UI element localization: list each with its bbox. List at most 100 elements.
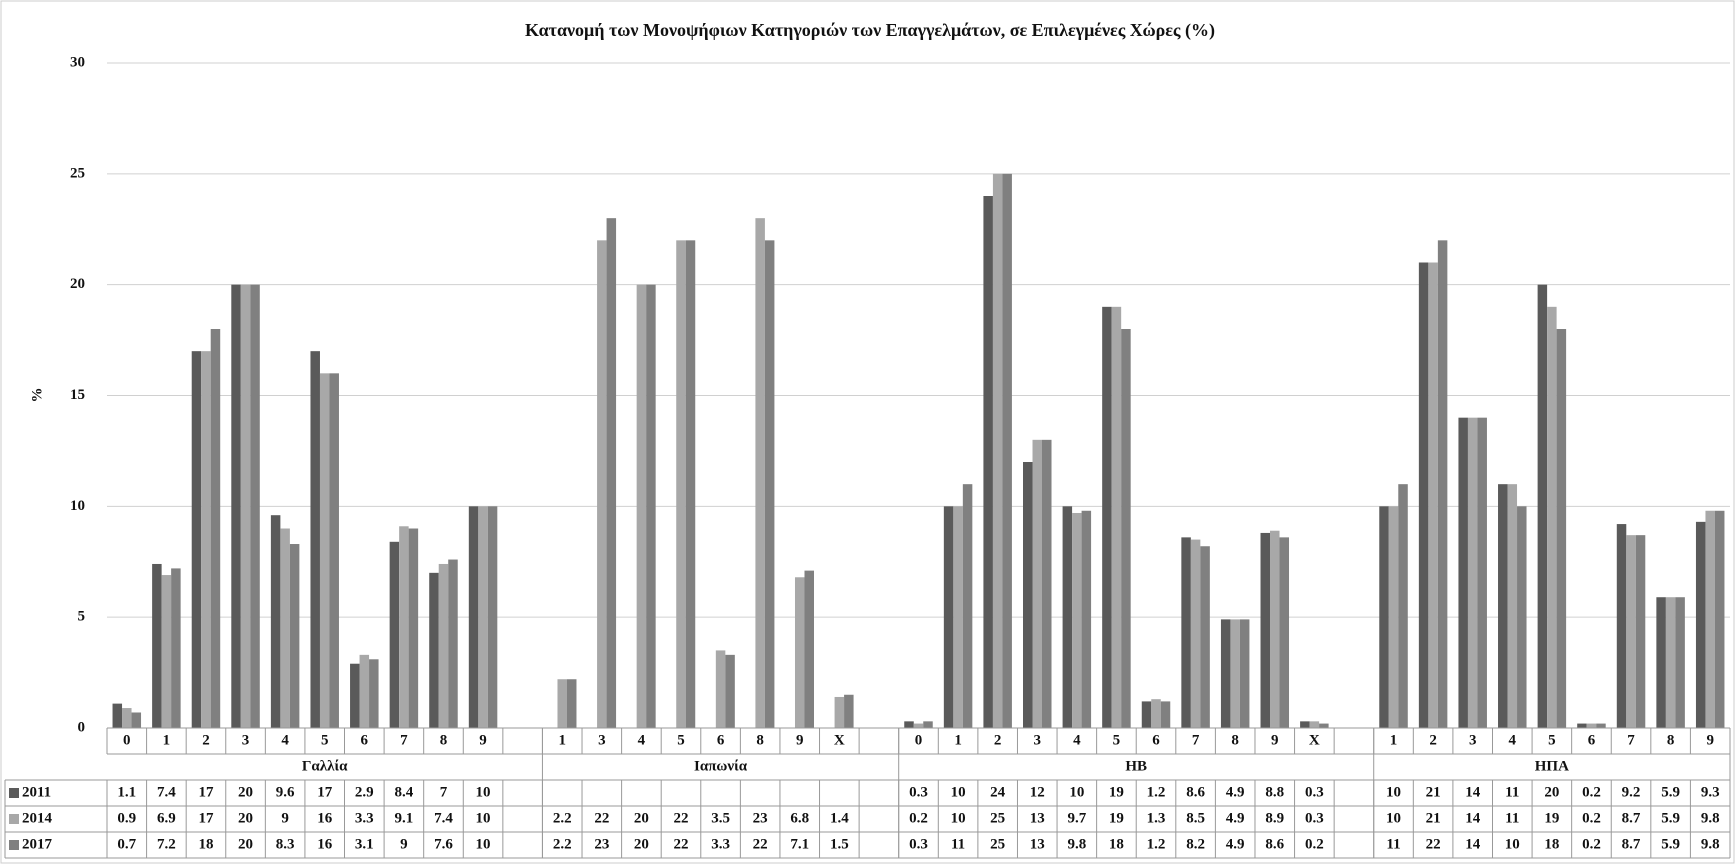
bar: [1586, 723, 1597, 728]
bar: [725, 654, 735, 728]
bar: [240, 284, 251, 728]
x-tick-label: 2: [202, 732, 210, 748]
bar: [1507, 484, 1518, 728]
x-tick-label: 7: [1192, 732, 1200, 748]
bar: [1577, 723, 1587, 728]
table-value: 18: [1544, 836, 1559, 852]
x-tick-label: 2: [1429, 732, 1437, 748]
table-value: 3.1: [355, 836, 374, 852]
bar: [1547, 306, 1557, 728]
bar: [1616, 524, 1627, 728]
table-value: 0.2: [1582, 784, 1601, 800]
x-tick-label: X: [1309, 732, 1320, 748]
table-value: 9.6: [276, 784, 295, 800]
table-value: 20: [1544, 784, 1559, 800]
table-value: 9.3: [1701, 784, 1720, 800]
bar: [1230, 619, 1240, 728]
x-tick-label: 1: [954, 732, 962, 748]
y-tick-label: 20: [70, 276, 85, 292]
table-value: 8.4: [395, 784, 414, 800]
bar: [122, 708, 132, 728]
x-tick-label: 3: [1034, 732, 1042, 748]
y-tick-label: 30: [70, 54, 85, 70]
bar: [1656, 597, 1666, 728]
table-value: 10: [951, 810, 966, 826]
bar: [1002, 173, 1012, 729]
x-tick-label: 5: [1113, 732, 1121, 748]
table-value: 9.7: [1067, 810, 1086, 826]
table-value: 3.3: [355, 810, 374, 826]
x-tick-label: 6: [1152, 732, 1160, 748]
x-tick-label: 5: [677, 732, 685, 748]
bar: [171, 568, 181, 728]
table-value: 0.2: [1305, 836, 1324, 852]
bar: [992, 173, 1003, 729]
x-tick-label: 2: [994, 732, 1002, 748]
bar: [1151, 699, 1161, 728]
table-value: 10: [476, 810, 491, 826]
group-label: Γαλλία: [302, 758, 348, 774]
bar: [329, 373, 339, 728]
x-tick-label: 8: [440, 732, 448, 748]
bar: [231, 284, 241, 728]
table-value: 8.5: [1186, 810, 1205, 826]
bar: [112, 703, 123, 728]
legend-swatch: [9, 840, 19, 850]
table-value: 12: [1030, 784, 1045, 800]
table-value: 11: [1505, 810, 1519, 826]
bar: [913, 723, 924, 728]
table-value: 7.4: [157, 784, 176, 800]
bar: [399, 526, 409, 728]
table-value: 5.9: [1661, 784, 1680, 800]
table-value: 11: [1386, 836, 1400, 852]
x-tick-label: 4: [281, 732, 289, 748]
x-tick-label: 9: [479, 732, 487, 748]
table-value: 7.1: [790, 836, 809, 852]
bar: [1695, 521, 1706, 728]
bar: [1279, 537, 1290, 728]
bar: [794, 577, 805, 728]
bar: [389, 541, 400, 728]
table-value: 9.8: [1067, 836, 1086, 852]
bar: [289, 544, 300, 728]
table-value: 22: [594, 810, 609, 826]
table-value: 3.3: [711, 836, 730, 852]
x-tick-label: 3: [598, 732, 606, 748]
bar: [1517, 506, 1527, 728]
table-value: 10: [1386, 810, 1401, 826]
y-axis-label: %: [29, 388, 45, 403]
bar: [983, 196, 993, 728]
table-value: 0.2: [1582, 810, 1601, 826]
table-value: 7: [440, 784, 448, 800]
bar: [319, 373, 330, 728]
x-tick-label: 4: [638, 732, 646, 748]
table-value: 2.2: [553, 836, 572, 852]
chart-title: Κατανομή των Μονοψήφιων Κατηγοριών των Ε…: [525, 20, 1215, 41]
table-value: 20: [238, 784, 253, 800]
group-label: ΗΒ: [1125, 758, 1147, 774]
table-value: 4.9: [1226, 810, 1245, 826]
table-value: 25: [990, 810, 1005, 826]
table-value: 21: [1426, 784, 1441, 800]
bar: [201, 351, 211, 728]
bar: [429, 572, 439, 728]
table-value: 18: [198, 836, 213, 852]
bar: [478, 506, 488, 728]
table-value: 5.9: [1661, 810, 1680, 826]
table-value: 16: [317, 810, 333, 826]
bar: [1388, 506, 1399, 728]
bar: [1081, 510, 1092, 728]
table-value: 10: [476, 836, 491, 852]
x-tick-label: 4: [1509, 732, 1517, 748]
table-value: 1.2: [1147, 836, 1166, 852]
y-tick-label: 25: [70, 165, 85, 181]
table-value: 20: [634, 836, 649, 852]
table-value: 19: [1544, 810, 1559, 826]
table-value: 3.5: [711, 810, 730, 826]
table-value: 8.7: [1622, 810, 1641, 826]
bar: [1437, 240, 1448, 729]
table-value: 14: [1465, 810, 1481, 826]
x-tick-label: 6: [1588, 732, 1596, 748]
bar: [1032, 439, 1043, 728]
bar: [1190, 539, 1201, 728]
